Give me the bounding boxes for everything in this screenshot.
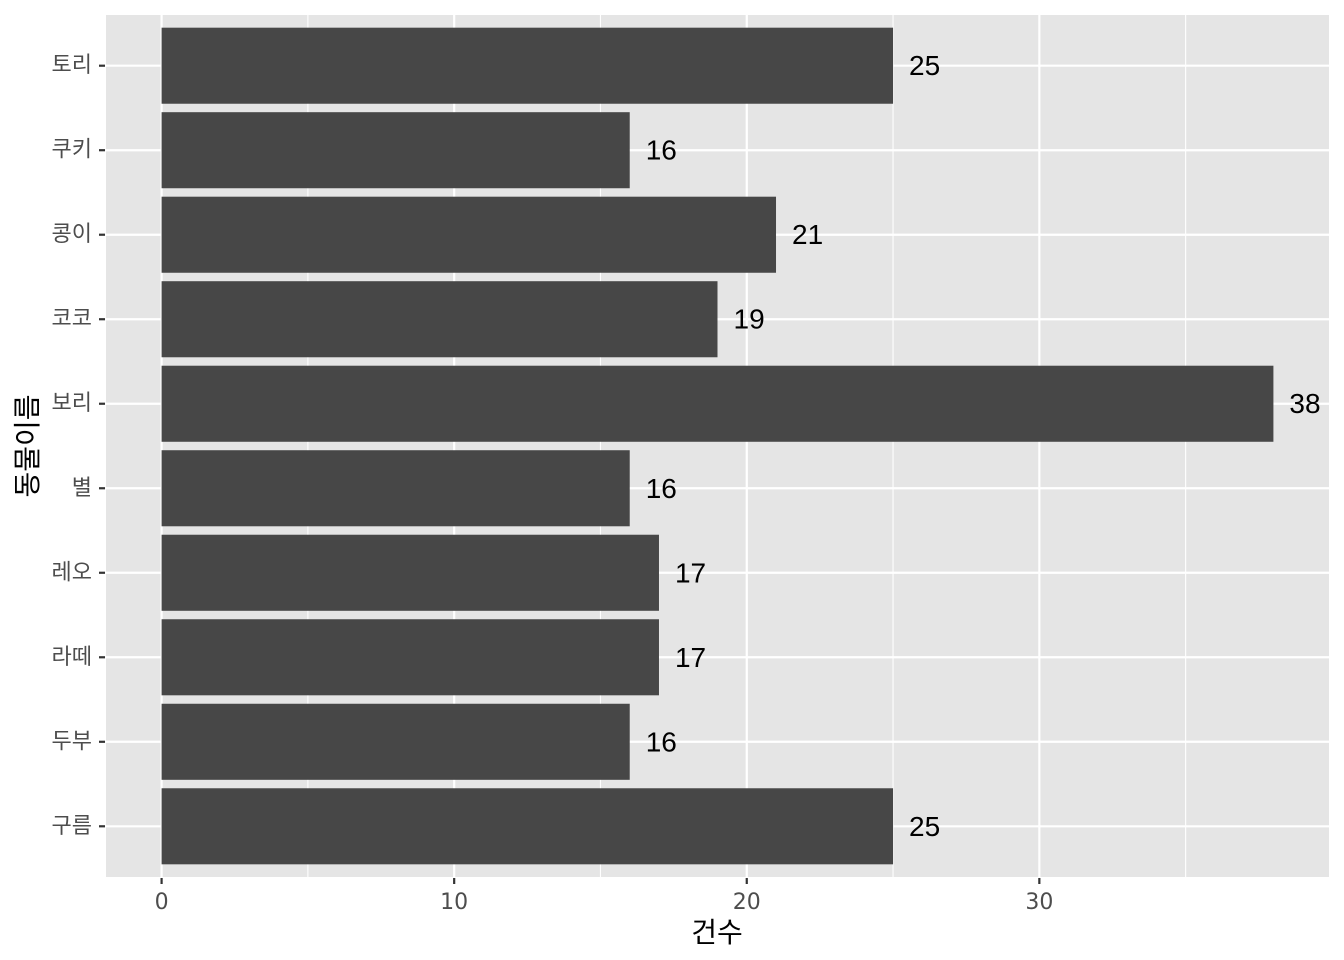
data-label: 17 bbox=[675, 642, 706, 673]
bar bbox=[161, 703, 630, 780]
y-axis-title: 동물이름 bbox=[11, 394, 44, 497]
y-axis-tick-labels: 구름 두부 라떼 레오 별 보리 코코 콩이 쿠키 토리 bbox=[52, 53, 105, 839]
bar bbox=[161, 196, 777, 273]
x-axis-tick-labels: 0 10 20 30 bbox=[155, 878, 1053, 915]
bar bbox=[161, 534, 659, 611]
bar bbox=[161, 788, 894, 865]
data-label: 38 bbox=[1289, 388, 1320, 419]
y-tick-label: 쿠키 bbox=[52, 138, 92, 163]
x-tick-label: 0 bbox=[155, 890, 169, 915]
data-label: 21 bbox=[792, 219, 823, 250]
data-labels: 25 16 17 17 16 38 19 21 16 25 bbox=[646, 50, 1321, 842]
y-tick-label: 별 bbox=[72, 476, 92, 501]
y-tick-label: 두부 bbox=[52, 729, 92, 754]
bar bbox=[161, 27, 894, 104]
data-label: 19 bbox=[734, 304, 765, 335]
bar bbox=[161, 281, 718, 358]
data-label: 17 bbox=[675, 557, 706, 588]
bar bbox=[161, 619, 659, 696]
data-label: 16 bbox=[646, 726, 677, 757]
data-label: 25 bbox=[909, 811, 940, 842]
y-tick-label: 라떼 bbox=[52, 645, 92, 670]
y-tick-label: 콩이 bbox=[52, 222, 92, 247]
data-label: 16 bbox=[646, 135, 677, 166]
data-label: 25 bbox=[909, 50, 940, 81]
x-tick-label: 20 bbox=[733, 890, 761, 915]
x-tick-label: 10 bbox=[440, 890, 468, 915]
y-tick-label: 코코 bbox=[52, 307, 92, 332]
x-axis-title: 건수 bbox=[691, 916, 743, 949]
data-label: 16 bbox=[646, 473, 677, 504]
y-tick-label: 레오 bbox=[52, 560, 92, 585]
bar bbox=[161, 450, 630, 527]
y-tick-label: 구름 bbox=[52, 814, 92, 839]
bar bbox=[161, 112, 630, 189]
bars bbox=[161, 27, 1274, 865]
y-tick-label: 토리 bbox=[52, 53, 92, 78]
y-tick-label: 보리 bbox=[52, 391, 92, 416]
x-tick-label: 30 bbox=[1025, 890, 1053, 915]
bar bbox=[161, 365, 1274, 442]
